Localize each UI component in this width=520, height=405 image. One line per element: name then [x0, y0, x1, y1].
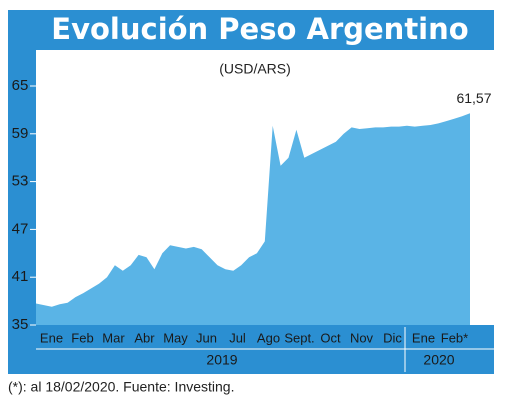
x-tick-label: Abr: [134, 330, 155, 345]
x-tick-label: Feb*: [441, 330, 468, 345]
x-tick-label: Oct: [320, 330, 341, 345]
value-label: 61,57: [456, 90, 491, 106]
x-tick-label: Nov: [350, 330, 374, 345]
y-tick-label: 59: [12, 125, 29, 142]
y-tick-label: 65: [12, 77, 29, 94]
x-tick-label: Ene: [412, 330, 435, 345]
x-tick-label: Jul: [229, 330, 246, 345]
footnote: (*): al 18/02/2020. Fuente: Investing.: [8, 379, 234, 395]
x-tick-label: Ago: [257, 330, 280, 345]
y-tick-label: 47: [12, 220, 29, 237]
year-label: 2019: [206, 352, 237, 368]
chart-subtitle: (USD/ARS): [219, 61, 291, 77]
x-tick-label: Sept.: [284, 330, 314, 345]
y-tick-label: 35: [12, 316, 29, 333]
x-tick-label: Jun: [196, 330, 217, 345]
area: [36, 113, 470, 325]
x-tick-label: Feb: [71, 330, 93, 345]
x-tick-label: Ene: [40, 330, 63, 345]
x-tick-label: May: [163, 330, 188, 345]
x-tick-label: Mar: [102, 330, 125, 345]
year-label: 2020: [423, 352, 454, 368]
x-tick-label: Dic: [383, 330, 402, 345]
chart-title: Evolución Peso Argentino: [51, 12, 468, 46]
y-tick-label: 53: [12, 173, 29, 190]
y-tick-label: 41: [12, 268, 29, 285]
